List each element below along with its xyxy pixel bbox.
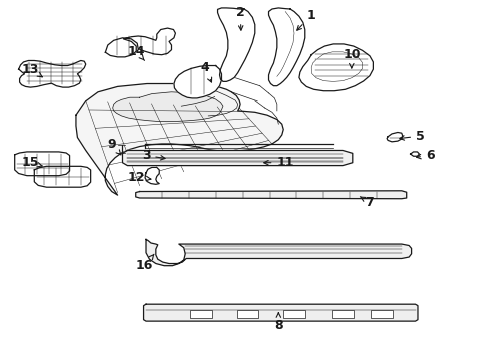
Polygon shape xyxy=(122,150,353,166)
Polygon shape xyxy=(411,152,419,156)
Polygon shape xyxy=(269,8,305,86)
Text: 5: 5 xyxy=(400,130,425,143)
Polygon shape xyxy=(146,239,412,266)
Polygon shape xyxy=(144,304,418,321)
Polygon shape xyxy=(105,28,175,57)
Polygon shape xyxy=(136,191,407,199)
Bar xyxy=(237,310,258,318)
Polygon shape xyxy=(145,167,159,184)
Polygon shape xyxy=(387,132,403,142)
Text: 8: 8 xyxy=(274,313,283,332)
Text: 11: 11 xyxy=(264,156,294,169)
Text: 7: 7 xyxy=(360,196,374,209)
Polygon shape xyxy=(34,166,91,187)
Text: 15: 15 xyxy=(22,156,42,169)
Polygon shape xyxy=(76,84,283,195)
Text: 4: 4 xyxy=(200,61,212,82)
Polygon shape xyxy=(15,152,70,176)
Polygon shape xyxy=(19,60,86,87)
Bar xyxy=(332,310,354,318)
Text: 9: 9 xyxy=(107,138,121,155)
Polygon shape xyxy=(113,92,223,122)
Text: 14: 14 xyxy=(127,45,145,60)
Text: 13: 13 xyxy=(22,63,42,77)
Bar xyxy=(371,310,393,318)
Bar xyxy=(283,310,305,318)
Text: 1: 1 xyxy=(297,9,316,30)
Text: 3: 3 xyxy=(142,149,165,162)
Polygon shape xyxy=(218,8,255,81)
Polygon shape xyxy=(299,44,373,91)
Text: 10: 10 xyxy=(343,48,361,68)
Bar xyxy=(190,310,212,318)
Text: 12: 12 xyxy=(127,171,151,184)
Polygon shape xyxy=(174,66,221,98)
Text: 16: 16 xyxy=(136,254,154,272)
Text: 2: 2 xyxy=(236,6,245,30)
Text: 6: 6 xyxy=(416,149,435,162)
